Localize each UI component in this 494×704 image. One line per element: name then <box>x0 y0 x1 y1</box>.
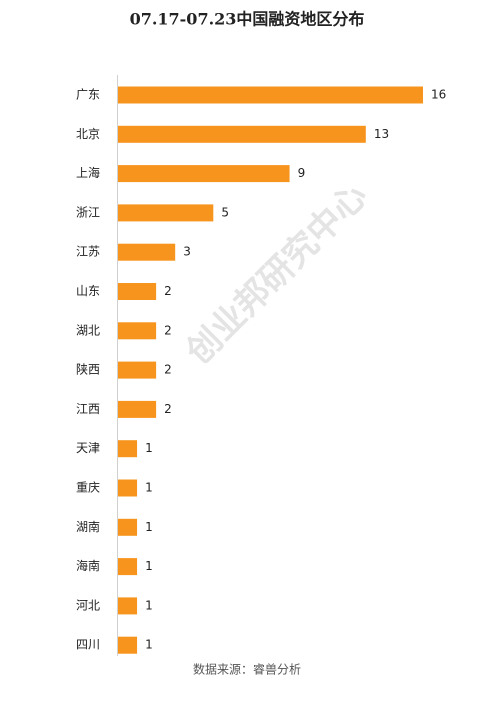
y-tick-label: 天津 <box>76 441 100 455</box>
value-label: 1 <box>145 441 153 455</box>
value-label: 2 <box>164 402 172 416</box>
value-label: 16 <box>431 88 446 102</box>
value-label: 9 <box>298 166 306 180</box>
y-tick-label: 陕西 <box>76 362 100 377</box>
bar <box>118 204 214 222</box>
value-label: 1 <box>145 598 153 612</box>
y-tick-label: 广东 <box>76 88 100 102</box>
y-tick-label: 上海 <box>76 165 100 180</box>
y-tick-label: 浙江 <box>76 205 100 219</box>
bar <box>118 322 157 340</box>
y-tick-label: 四川 <box>76 638 100 652</box>
y-tick-label: 江苏 <box>76 245 100 259</box>
value-label: 1 <box>145 520 153 534</box>
bar <box>118 636 138 654</box>
value-label: 5 <box>221 205 229 219</box>
bar <box>118 125 366 143</box>
y-tick-label: 江西 <box>76 402 100 416</box>
y-tick-label: 海南 <box>76 558 100 573</box>
bar <box>118 440 138 458</box>
bar <box>118 597 138 615</box>
bar <box>118 165 290 183</box>
bar <box>118 479 138 497</box>
bar <box>118 400 157 418</box>
bar <box>118 361 157 379</box>
y-tick-label: 重庆 <box>76 481 100 495</box>
value-label: 1 <box>145 559 153 573</box>
value-label: 3 <box>183 245 191 259</box>
chart-title: 07.17-07.23中国融资地区分布 <box>130 10 365 29</box>
value-label: 2 <box>164 284 172 298</box>
source: 数据来源：睿兽分析 <box>193 662 301 677</box>
value-label: 13 <box>374 127 389 141</box>
y-tick-label: 湖南 <box>76 519 100 534</box>
bar <box>118 86 423 104</box>
value-label: 1 <box>145 481 153 495</box>
y-tick-label: 湖北 <box>76 322 100 337</box>
bar <box>118 558 138 576</box>
y-tick-label: 河北 <box>76 598 100 612</box>
value-label: 2 <box>164 323 172 337</box>
y-tick-label: 山东 <box>76 284 100 298</box>
y-tick-label: 北京 <box>76 127 100 141</box>
bar <box>118 283 157 300</box>
value-label: 1 <box>145 638 153 652</box>
bar <box>118 518 138 536</box>
value-label: 2 <box>164 363 172 377</box>
bar <box>118 243 176 261</box>
